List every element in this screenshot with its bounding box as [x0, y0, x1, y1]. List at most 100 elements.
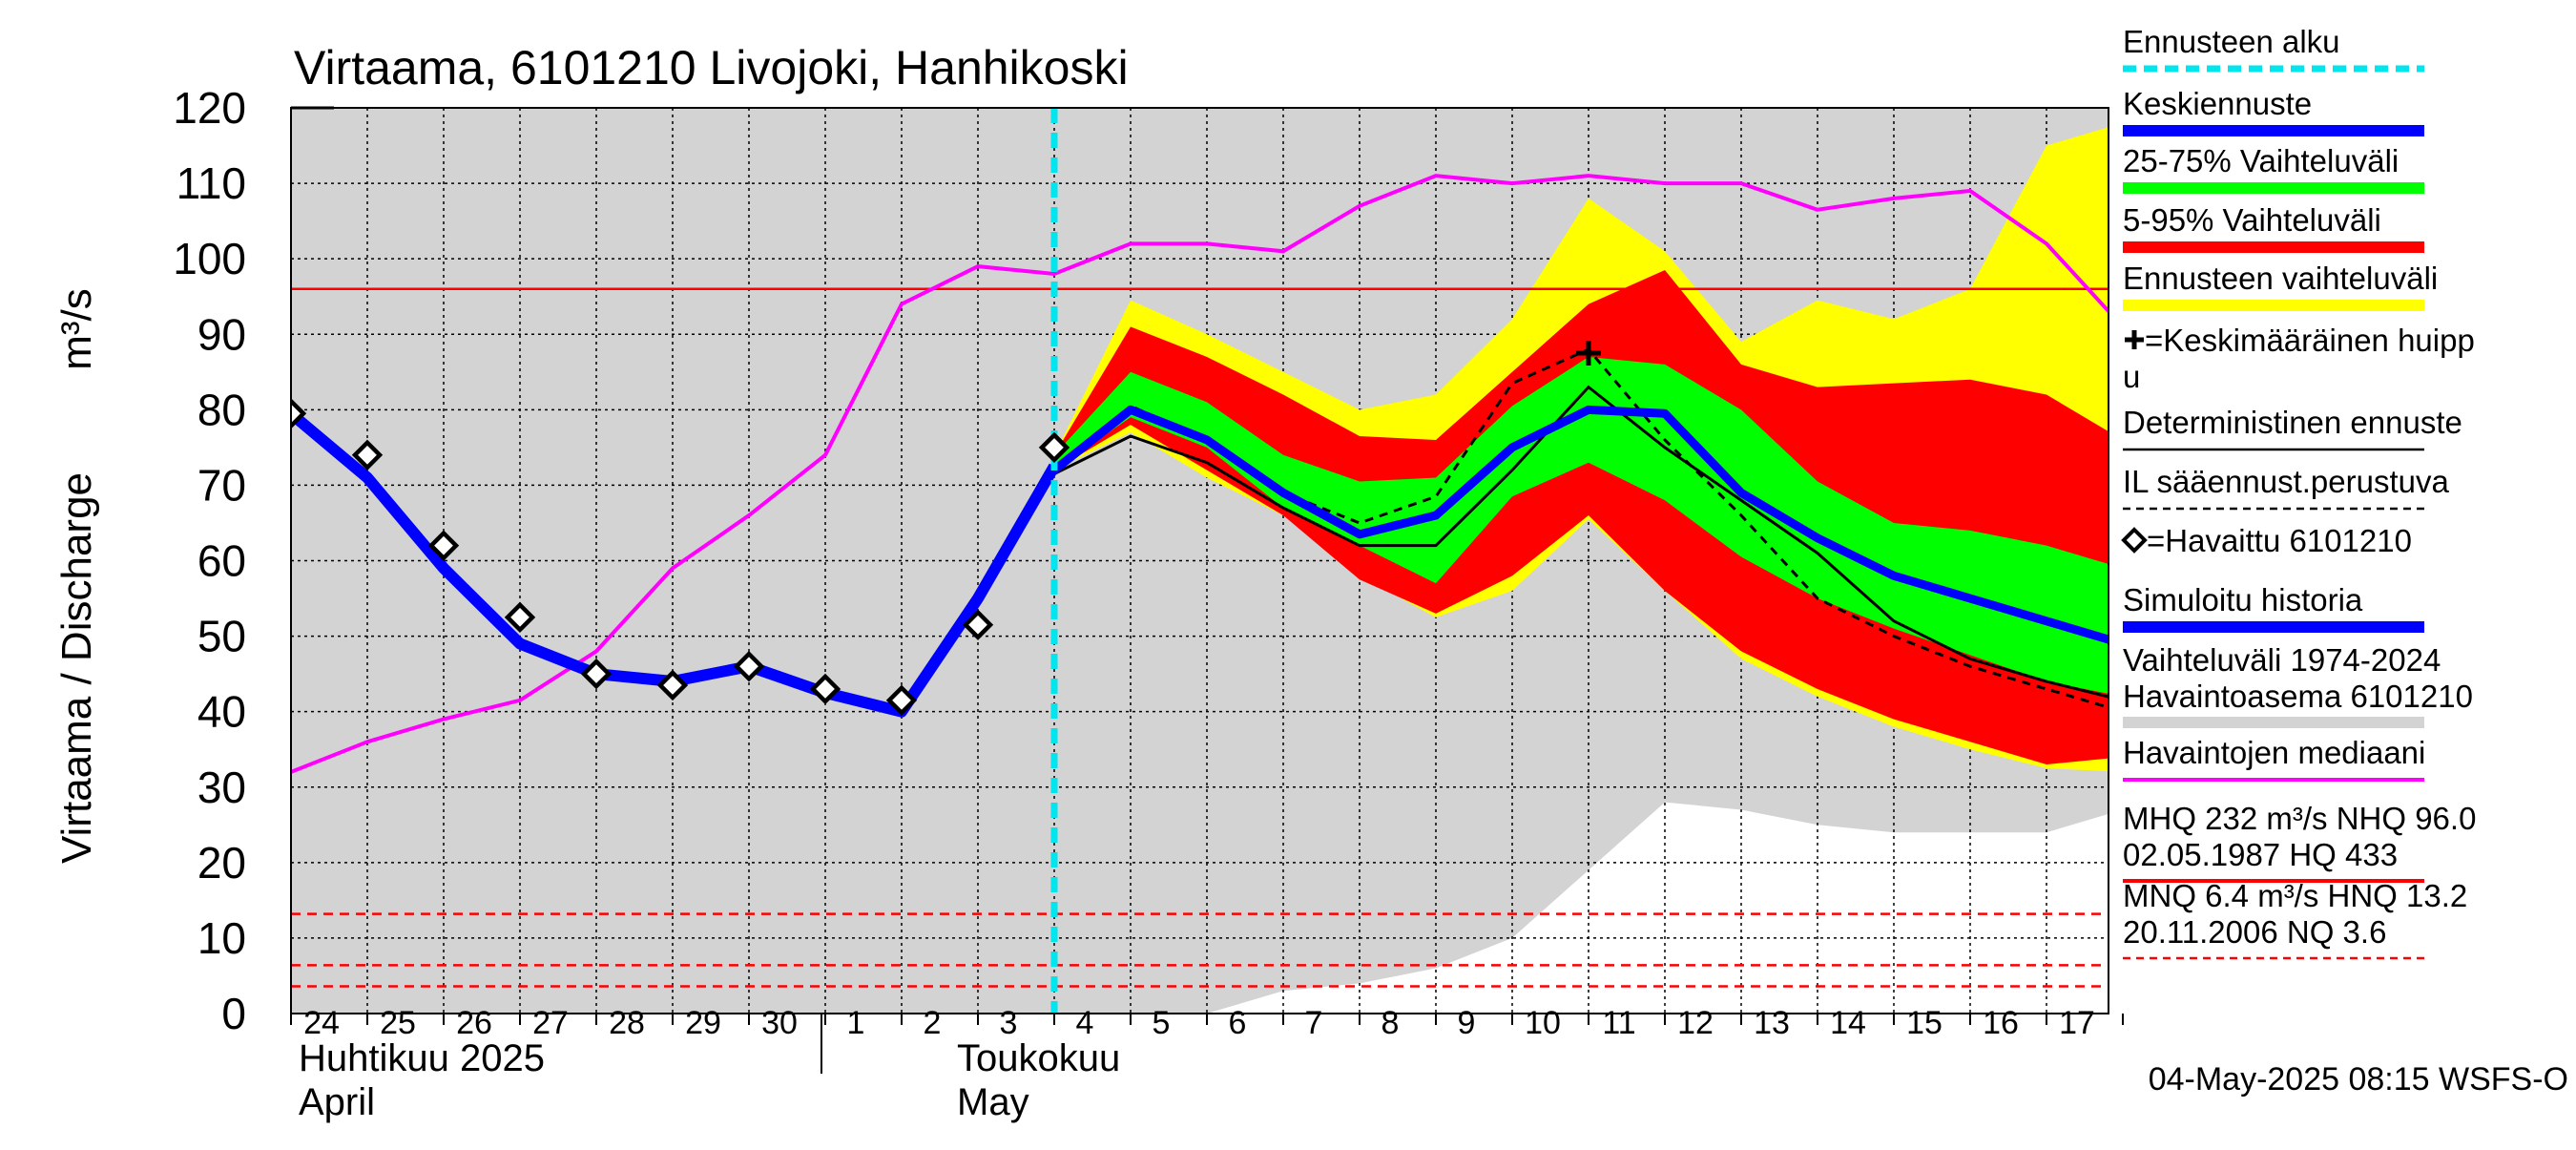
y-axis-label: Virtaama / Discharge	[53, 472, 100, 864]
band-5-95	[1054, 270, 2109, 765]
x-tick-label: 13	[1754, 1005, 1790, 1041]
x-tick-label: 12	[1677, 1005, 1714, 1041]
legend-label: IL sääennust.perustuva	[2123, 464, 2449, 499]
legend-item: =Havaittu 6101210	[2121, 523, 2412, 558]
legend-label: Vaihteluväli 1974-2024	[2123, 642, 2441, 678]
legend-label: Ennusteen vaihteluväli	[2123, 261, 2438, 296]
y-axis-unit: m³/s	[53, 288, 100, 370]
legend-label: Deterministinen ennuste	[2123, 405, 2462, 440]
legend-label: Simuloitu historia	[2123, 582, 2363, 617]
y-tick-label: 110	[177, 158, 246, 208]
x-tick-label: 15	[1906, 1005, 1942, 1041]
grid	[291, 108, 2109, 1014]
band-25-75	[1054, 356, 2109, 694]
x-tick-label: 25	[380, 1005, 416, 1041]
observed-point	[291, 398, 307, 429]
x-tick-label: 17	[2059, 1005, 2095, 1041]
month-label-en: April	[299, 1081, 375, 1123]
x-tick-label: 10	[1525, 1005, 1561, 1041]
observed-median-line	[291, 174, 2109, 774]
x-tick-label: 29	[685, 1005, 721, 1041]
observed-point	[733, 651, 765, 682]
x-tick-label: 30	[761, 1005, 798, 1041]
y-tick-label: 30	[197, 763, 246, 812]
legend-item: 5-95% Vaihteluväli	[2123, 202, 2424, 253]
x-tick-label: 7	[1305, 1005, 1323, 1041]
month-label: Huhtikuu 2025	[299, 1037, 545, 1079]
x-tick-label: 4	[1076, 1005, 1094, 1041]
legend-item: Vaihteluväli 1974-2024 Havaintoasema 610…	[2123, 642, 2473, 728]
median-forecast-line	[1051, 405, 2109, 644]
x-tick-label: 5	[1153, 1005, 1171, 1041]
legend-label: MNQ 6.4 m³/s HNQ 13.2	[2123, 878, 2467, 913]
observed-point	[809, 673, 841, 705]
y-tick-label: 60	[197, 536, 246, 586]
legend-item: Simuloitu historia	[2123, 582, 2424, 633]
x-tick-label: 1	[847, 1005, 865, 1041]
legend-label-line2: 20.11.2006 NQ 3.6	[2123, 914, 2386, 950]
legend-label: Havaintojen mediaani	[2123, 735, 2425, 770]
legend-item: MNQ 6.4 m³/s HNQ 13.220.11.2006 NQ 3.6	[2123, 878, 2467, 960]
observed-point	[885, 684, 918, 716]
deterministic-forecast-line	[1053, 385, 2109, 699]
legend-item: Ennusteen vaihteluväli	[2123, 261, 2438, 311]
x-tick-label: 3	[1000, 1005, 1018, 1041]
plot-area	[291, 108, 2109, 1014]
footer-timestamp: 04-May-2025 08:15 WSFS-O	[2149, 1061, 2568, 1098]
legend-item: Keskiennuste	[2123, 86, 2424, 136]
legend-label: Ennusteen alku	[2123, 24, 2340, 59]
legend-item: MHQ 232 m³/s NHQ 96.002.05.1987 HQ 433	[2123, 801, 2476, 883]
y-tick-label: 10	[197, 913, 246, 963]
y-tick-label: 40	[197, 687, 246, 737]
observed-point	[580, 658, 613, 690]
y-tick-label: 90	[197, 309, 246, 359]
observed-point	[427, 530, 460, 561]
x-tick-label: 26	[456, 1005, 492, 1041]
x-tick-label: 9	[1458, 1005, 1476, 1041]
month-label: Toukokuu	[957, 1037, 1120, 1079]
x-tick-label: 27	[532, 1005, 569, 1041]
y-tick-label: 20	[197, 838, 246, 888]
legend: Ennusteen alku Keskiennuste 25-75% Vaihtel…	[2121, 24, 2476, 960]
observed-point	[1038, 431, 1070, 464]
x-tick-label: 14	[1830, 1005, 1866, 1041]
legend-label: MHQ 232 m³/s NHQ 96.0	[2123, 801, 2476, 836]
legend-item: Deterministinen ennuste	[2123, 405, 2462, 451]
chart-title: Virtaama, 6101210 Livojoki, Hanhikoski	[294, 41, 1129, 94]
y-tick-label: 50	[197, 612, 246, 661]
y-tick-label: 70	[197, 460, 246, 510]
x-tick-label: 2	[924, 1005, 942, 1041]
legend-label-line2: u	[2123, 359, 2140, 394]
legend-label-line2: 02.05.1987 HQ 433	[2123, 837, 2398, 872]
y-tick-label: 0	[221, 989, 246, 1038]
observed-point	[962, 609, 994, 640]
x-tick-label: 28	[609, 1005, 645, 1041]
legend-item: 25-75% Vaihteluväli	[2123, 143, 2424, 194]
observed-point	[504, 601, 536, 633]
y-tick-label: 120	[173, 83, 246, 133]
legend-label-line2: Havaintoasema 6101210	[2123, 679, 2473, 714]
plot-frame	[290, 107, 2109, 1014]
legend-label: 5-95% Vaihteluväli	[2123, 202, 2381, 238]
x-tick-label: 16	[1983, 1005, 2019, 1041]
legend-item: Havaintojen mediaani	[2123, 735, 2425, 782]
legend-label: 25-75% Vaihteluväli	[2123, 143, 2399, 178]
x-tick-label: 24	[303, 1005, 340, 1041]
x-tick-label: 8	[1381, 1005, 1400, 1041]
legend-label: =Keskimääräinen huipp	[2145, 323, 2475, 358]
x-tick-label: 11	[1602, 1005, 1635, 1041]
y-tick-label: 80	[197, 385, 246, 434]
y-tick-label: 100	[173, 234, 246, 283]
observed-point	[351, 439, 384, 470]
legend-item: IL sääennust.perustuva	[2123, 464, 2449, 511]
legend-label: =Havaittu 6101210	[2147, 523, 2412, 558]
observed-point	[656, 669, 689, 701]
mean-peak-marker	[1576, 341, 1601, 366]
legend-item: Ennusteen alku	[2123, 24, 2424, 73]
x-tick-label: 6	[1229, 1005, 1247, 1041]
legend-label: Keskiennuste	[2123, 86, 2312, 121]
month-label-en: May	[957, 1081, 1029, 1123]
